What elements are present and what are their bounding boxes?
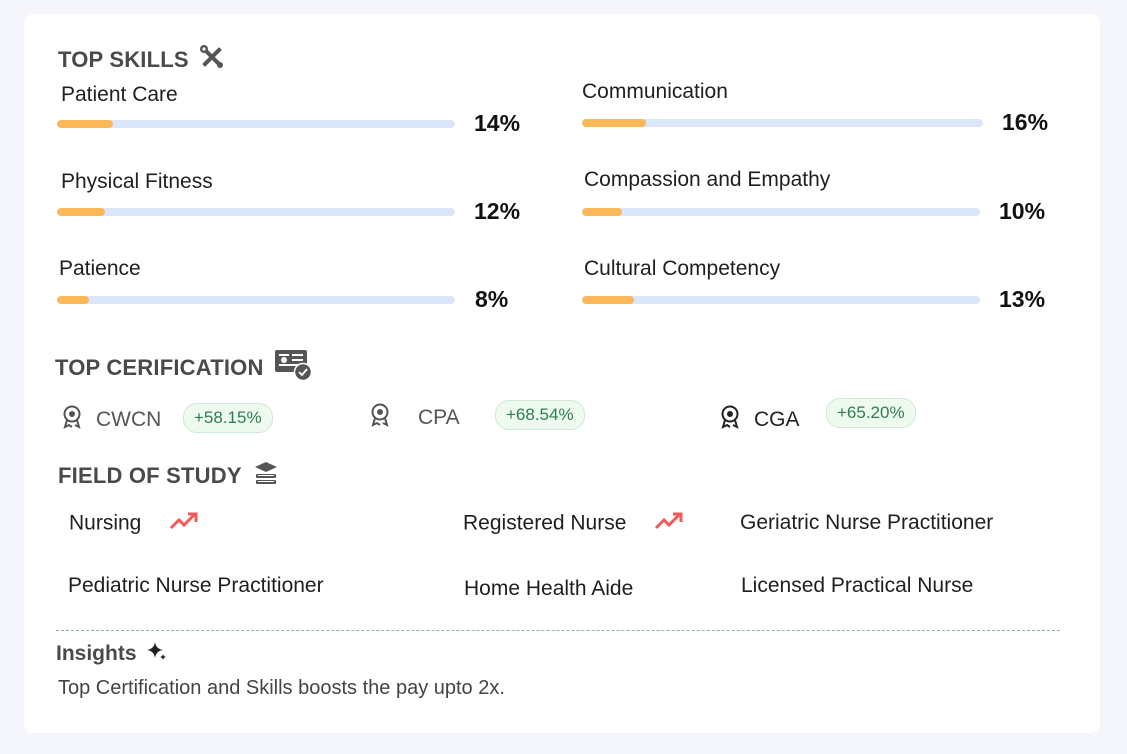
study-label: Nursing bbox=[69, 511, 142, 535]
skill-label-patience: Patience bbox=[59, 257, 141, 280]
skill-fill bbox=[582, 208, 622, 216]
field-of-study-title: FIELD OF STUDY bbox=[58, 463, 242, 488]
divider bbox=[56, 630, 1060, 631]
top-certification-title: TOP CERIFICATION bbox=[55, 355, 264, 380]
top-skills-title: TOP SKILLS bbox=[58, 47, 189, 72]
skill-percent-cultural-competency: 13% bbox=[999, 286, 1046, 312]
skill-fill bbox=[582, 296, 634, 304]
cert-change-badge: +65.20% bbox=[826, 398, 916, 428]
skill-fill bbox=[57, 208, 105, 216]
skill-bar-patience bbox=[57, 296, 455, 304]
award-icon bbox=[370, 403, 390, 433]
insights-text: Top Certification and Skills boosts the … bbox=[58, 677, 505, 699]
top-certification-header: TOP CERIFICATION bbox=[55, 348, 314, 388]
top-skills-header: TOP SKILLS bbox=[58, 44, 225, 76]
skill-bar-patient-care bbox=[57, 120, 455, 128]
books-icon bbox=[252, 460, 280, 492]
cert-name: CWCN bbox=[96, 408, 162, 431]
insights-title: Insights bbox=[56, 642, 137, 665]
trending-up-icon bbox=[654, 511, 684, 537]
award-icon bbox=[720, 405, 740, 435]
cert-item-cga: CGA bbox=[720, 405, 800, 435]
study-item-home-health-aide: Home Health Aide bbox=[464, 577, 634, 600]
cert-name: CGA bbox=[754, 408, 800, 431]
skill-fill bbox=[57, 296, 89, 304]
cert-change-badge: +58.15% bbox=[183, 403, 273, 433]
insights-header: Insights bbox=[56, 640, 167, 668]
skill-fill bbox=[582, 119, 647, 127]
study-item-pediatric-np: Pediatric Nurse Practitioner bbox=[68, 574, 324, 597]
skill-percent-patient-care: 14% bbox=[474, 110, 521, 136]
cert-item-cwcn: CWCN bbox=[62, 405, 161, 435]
study-label: Registered Nurse bbox=[463, 511, 627, 535]
tools-icon bbox=[199, 44, 225, 76]
skill-percent-patience: 8% bbox=[475, 286, 509, 312]
study-item-geriatric-np: Geriatric Nurse Practitioner bbox=[740, 511, 994, 534]
field-of-study-header: FIELD OF STUDY bbox=[58, 460, 280, 492]
certificate-icon bbox=[274, 348, 314, 388]
skill-percent-physical-fitness: 12% bbox=[474, 198, 521, 224]
award-icon bbox=[62, 405, 82, 435]
skill-bar-cultural-competency bbox=[582, 296, 980, 304]
skill-bar-compassion-empathy bbox=[582, 208, 980, 216]
cert-name: CPA bbox=[418, 406, 460, 429]
skill-bar-communication bbox=[582, 119, 983, 127]
skill-label-communication: Communication bbox=[582, 80, 728, 103]
cert-item-cpa: CPA bbox=[370, 403, 460, 433]
skill-label-compassion-empathy: Compassion and Empathy bbox=[584, 168, 831, 191]
sparkle-icon bbox=[145, 640, 167, 668]
skill-label-physical-fitness: Physical Fitness bbox=[61, 170, 213, 193]
skills-card: TOP SKILLS Patient Care 14% Communicatio… bbox=[24, 14, 1100, 733]
trending-up-icon bbox=[169, 511, 199, 537]
skill-percent-communication: 16% bbox=[1002, 109, 1049, 135]
skill-label-cultural-competency: Cultural Competency bbox=[584, 257, 781, 280]
study-item-registered-nurse: Registered Nurse bbox=[463, 511, 684, 537]
skill-bar-physical-fitness bbox=[57, 208, 455, 216]
study-item-lpn: Licensed Practical Nurse bbox=[741, 574, 974, 597]
skill-percent-compassion-empathy: 10% bbox=[999, 198, 1046, 224]
skill-fill bbox=[57, 120, 113, 128]
study-item-nursing: Nursing bbox=[69, 511, 199, 537]
cert-change-badge: +68.54% bbox=[495, 400, 585, 430]
skill-label-patient-care: Patient Care bbox=[61, 83, 178, 106]
